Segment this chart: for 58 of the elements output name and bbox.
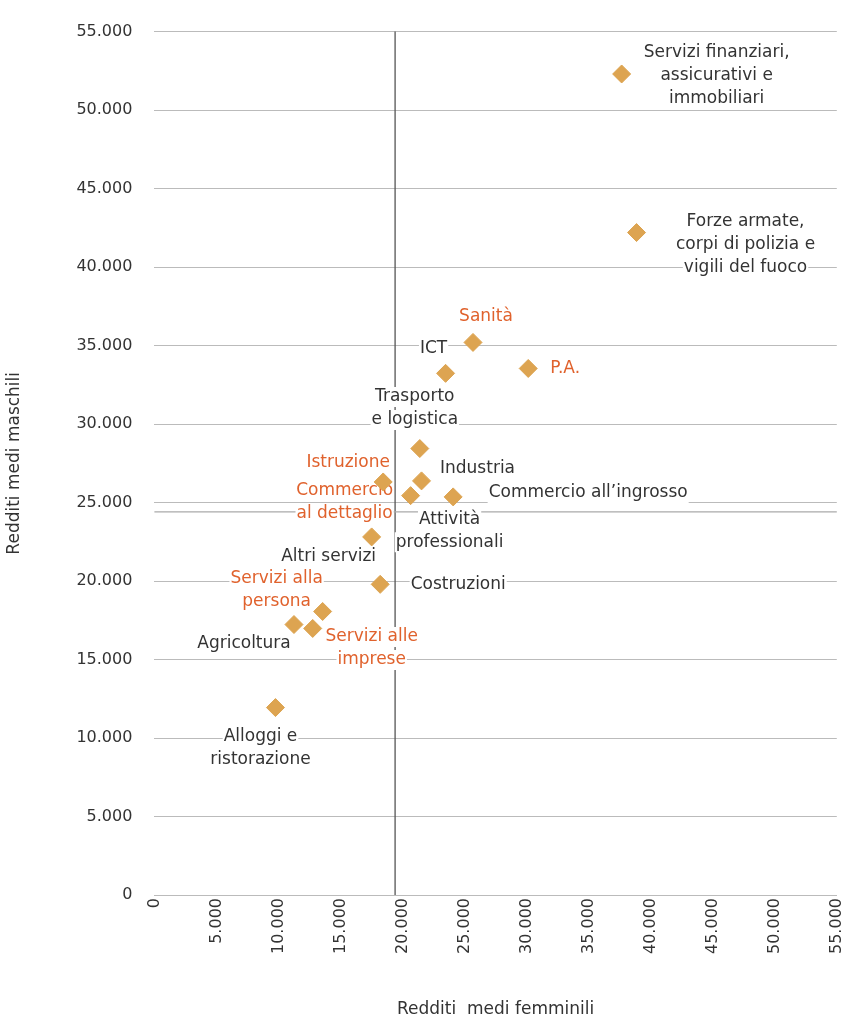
x-tick-label: 5.000	[205, 898, 225, 944]
annotation: Attività professionali	[395, 507, 504, 551]
x-tick-label: 45.000	[701, 898, 721, 954]
x-tick-label: 50.000	[763, 898, 783, 954]
y-tick-label: 40.000	[76, 256, 133, 276]
point	[362, 527, 382, 547]
data-label: Trasporto e logistica	[371, 385, 459, 429]
point	[463, 332, 483, 352]
y-tick-label: 0	[122, 884, 133, 904]
y-tick-label: 10.000	[76, 727, 133, 747]
x-tick-label: 10.000	[267, 898, 287, 954]
y-tick-label: 30.000	[76, 413, 133, 433]
point	[518, 358, 538, 378]
y-tick-label: 20.000	[76, 570, 133, 590]
point	[627, 223, 647, 243]
data-label: Forze armate, corpi di polizia e vigili del fuoco	[675, 209, 816, 276]
point	[313, 601, 333, 621]
x-tick-label: 55.000	[825, 898, 845, 954]
x-axis-title: Redditi medi femminili	[397, 998, 595, 1019]
x-tick-label: 20.000	[391, 898, 411, 954]
data-label: Istruzione	[306, 451, 390, 472]
data-label: Commercio al dettaglio	[296, 478, 394, 522]
data-label: Industria	[440, 457, 516, 478]
x-tick-label: 0	[143, 898, 163, 909]
point	[265, 698, 285, 718]
x-tick-label: 25.000	[453, 898, 473, 954]
point	[410, 439, 430, 459]
data-label: Servizi alle imprese	[325, 625, 418, 669]
y-tick-label: 45.000	[76, 177, 133, 197]
y-tick-label: 15.000	[76, 648, 133, 668]
point	[443, 487, 463, 507]
x-tick-label: 30.000	[515, 898, 535, 954]
data-label: Servizi finanziari, assicurativi e immobiliari	[643, 41, 790, 108]
point	[436, 363, 456, 383]
data-label: Commercio all’ingrosso	[488, 481, 688, 502]
data-label: Alloggi e ristorazione	[210, 725, 311, 769]
data-label: Sanità	[459, 304, 513, 325]
x-tick-label: 40.000	[639, 898, 659, 954]
point	[370, 574, 390, 594]
y-tick-label: 50.000	[76, 99, 133, 119]
data-label: ICT	[419, 336, 448, 357]
point	[612, 64, 632, 84]
x-tick-label: 15.000	[329, 898, 349, 954]
y-tick-label: 5.000	[86, 805, 133, 825]
data-label: Costruzioni	[410, 572, 506, 593]
data-label: Agricoltura	[197, 631, 291, 652]
data-label: Servizi alla persona	[230, 567, 323, 611]
data-label: P.A.	[550, 356, 581, 377]
point	[401, 486, 421, 506]
y-tick-label: 35.000	[76, 334, 133, 354]
x-tick-label: 35.000	[577, 898, 597, 954]
point	[284, 615, 304, 635]
y-tick-label: 55.000	[76, 20, 133, 40]
y-tick-label: 25.000	[76, 491, 133, 511]
y-axis-title: Redditi medi maschili	[2, 371, 23, 555]
data-label: Altri servizi	[281, 545, 377, 566]
point	[412, 471, 432, 491]
point	[303, 618, 323, 638]
